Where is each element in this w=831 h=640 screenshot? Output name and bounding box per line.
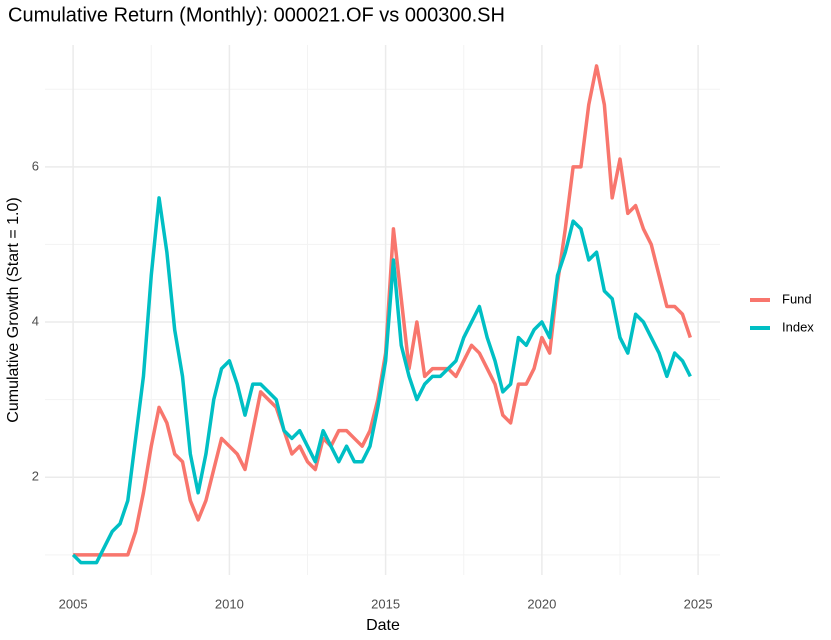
y-tick-label: 6 [32,158,39,173]
grid: 2005 2010 2015 2020 2025 2 4 6 [32,45,720,611]
y-tick-label: 4 [32,313,39,328]
x-tick-label: 2025 [684,596,713,611]
legend-label: Fund [782,291,812,306]
x-axis-title: Date [366,617,400,634]
x-tick-label: 2015 [371,596,400,611]
legend: Fund Index [750,291,814,334]
chart-title: Cumulative Return (Monthly): 000021.OF v… [8,4,505,26]
x-tick-label: 2005 [59,596,88,611]
plot [71,64,692,565]
series-line [71,196,692,565]
x-tick-label: 2020 [527,596,556,611]
y-axis-title: Cumulative Growth (Start = 1.0) [5,197,22,422]
y-tick-label: 2 [32,469,39,484]
series-line [73,64,692,557]
x-tick-label: 2010 [215,596,244,611]
legend-label: Index [782,319,814,334]
